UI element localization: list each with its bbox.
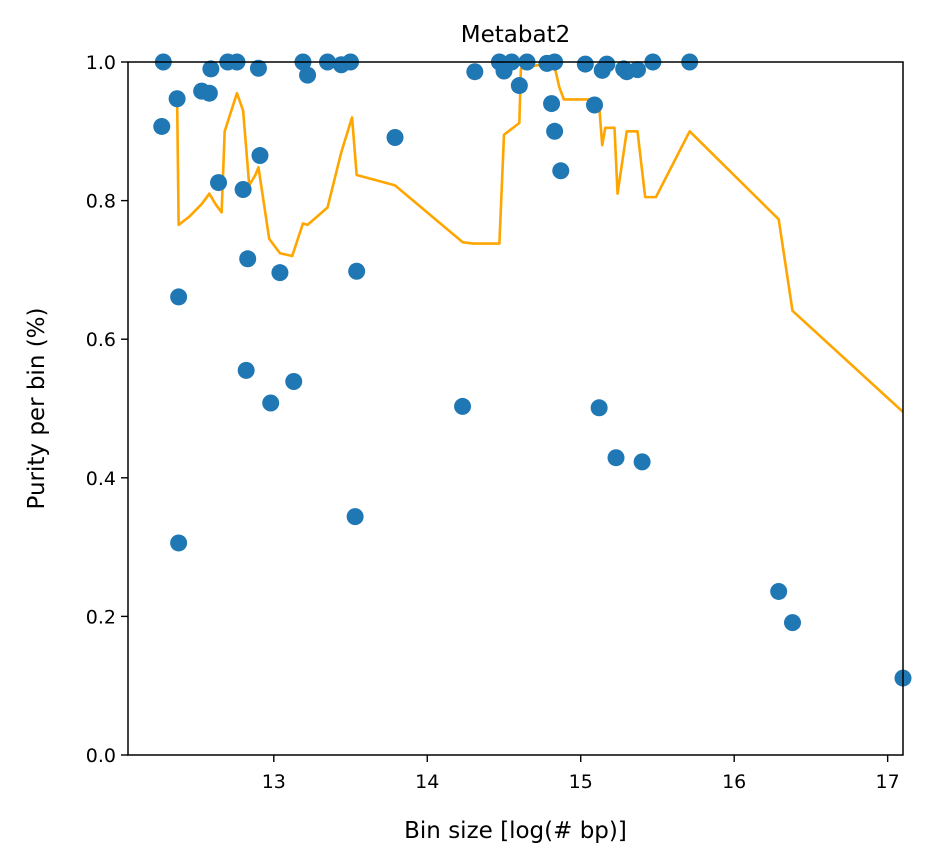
data-point — [262, 394, 280, 412]
y-tick-label: 0.6 — [86, 329, 116, 351]
data-point — [629, 61, 646, 79]
x-tick-label: 13 — [262, 771, 286, 793]
data-point — [153, 117, 171, 135]
x-tick-label: 16 — [722, 771, 746, 793]
data-point — [590, 399, 608, 417]
y-tick-label: 0.2 — [86, 606, 116, 628]
x-tick-label: 17 — [876, 771, 900, 793]
data-point — [299, 66, 317, 84]
plot-area-frame — [127, 61, 904, 756]
data-point — [770, 582, 788, 600]
data-point — [200, 84, 218, 102]
data-point — [543, 95, 561, 113]
data-point — [170, 534, 188, 552]
data-point — [546, 122, 564, 140]
marks-layer — [153, 53, 912, 687]
data-point — [784, 614, 801, 632]
data-point — [249, 59, 267, 77]
data-point — [386, 129, 404, 147]
data-point — [598, 55, 616, 73]
data-point — [237, 361, 255, 379]
data-point — [607, 449, 625, 467]
x-axis-label: Bin size [log(# bp)] — [404, 818, 627, 844]
chart-title: Metabat2 — [461, 22, 570, 48]
y-tick-label: 0.4 — [86, 468, 116, 490]
data-point — [348, 262, 366, 280]
data-point — [202, 60, 220, 78]
ticks-layer: 13 14 15 16 17 0.0 0.2 0.4 0.6 0.8 1.0 — [86, 52, 900, 793]
data-point — [586, 96, 604, 114]
data-point — [234, 181, 252, 199]
data-point — [251, 147, 269, 165]
data-point — [552, 162, 570, 180]
x-tick-label: 14 — [415, 771, 439, 793]
y-tick-label: 1.0 — [86, 52, 116, 74]
data-point — [576, 55, 594, 73]
data-point — [239, 250, 257, 268]
data-point — [285, 372, 303, 390]
data-point — [454, 397, 472, 415]
data-point — [210, 174, 228, 192]
y-tick-label: 0.0 — [86, 745, 116, 767]
data-point — [510, 77, 528, 95]
y-tick-label: 0.8 — [86, 191, 116, 213]
data-point — [271, 264, 289, 282]
trend-line — [175, 62, 904, 413]
x-tick-label: 15 — [569, 771, 593, 793]
data-point — [170, 288, 188, 306]
data-point — [346, 508, 364, 526]
data-point — [168, 90, 186, 108]
data-point — [633, 453, 651, 471]
data-point — [466, 63, 484, 81]
y-axis-label: Purity per bin (%) — [24, 307, 50, 509]
